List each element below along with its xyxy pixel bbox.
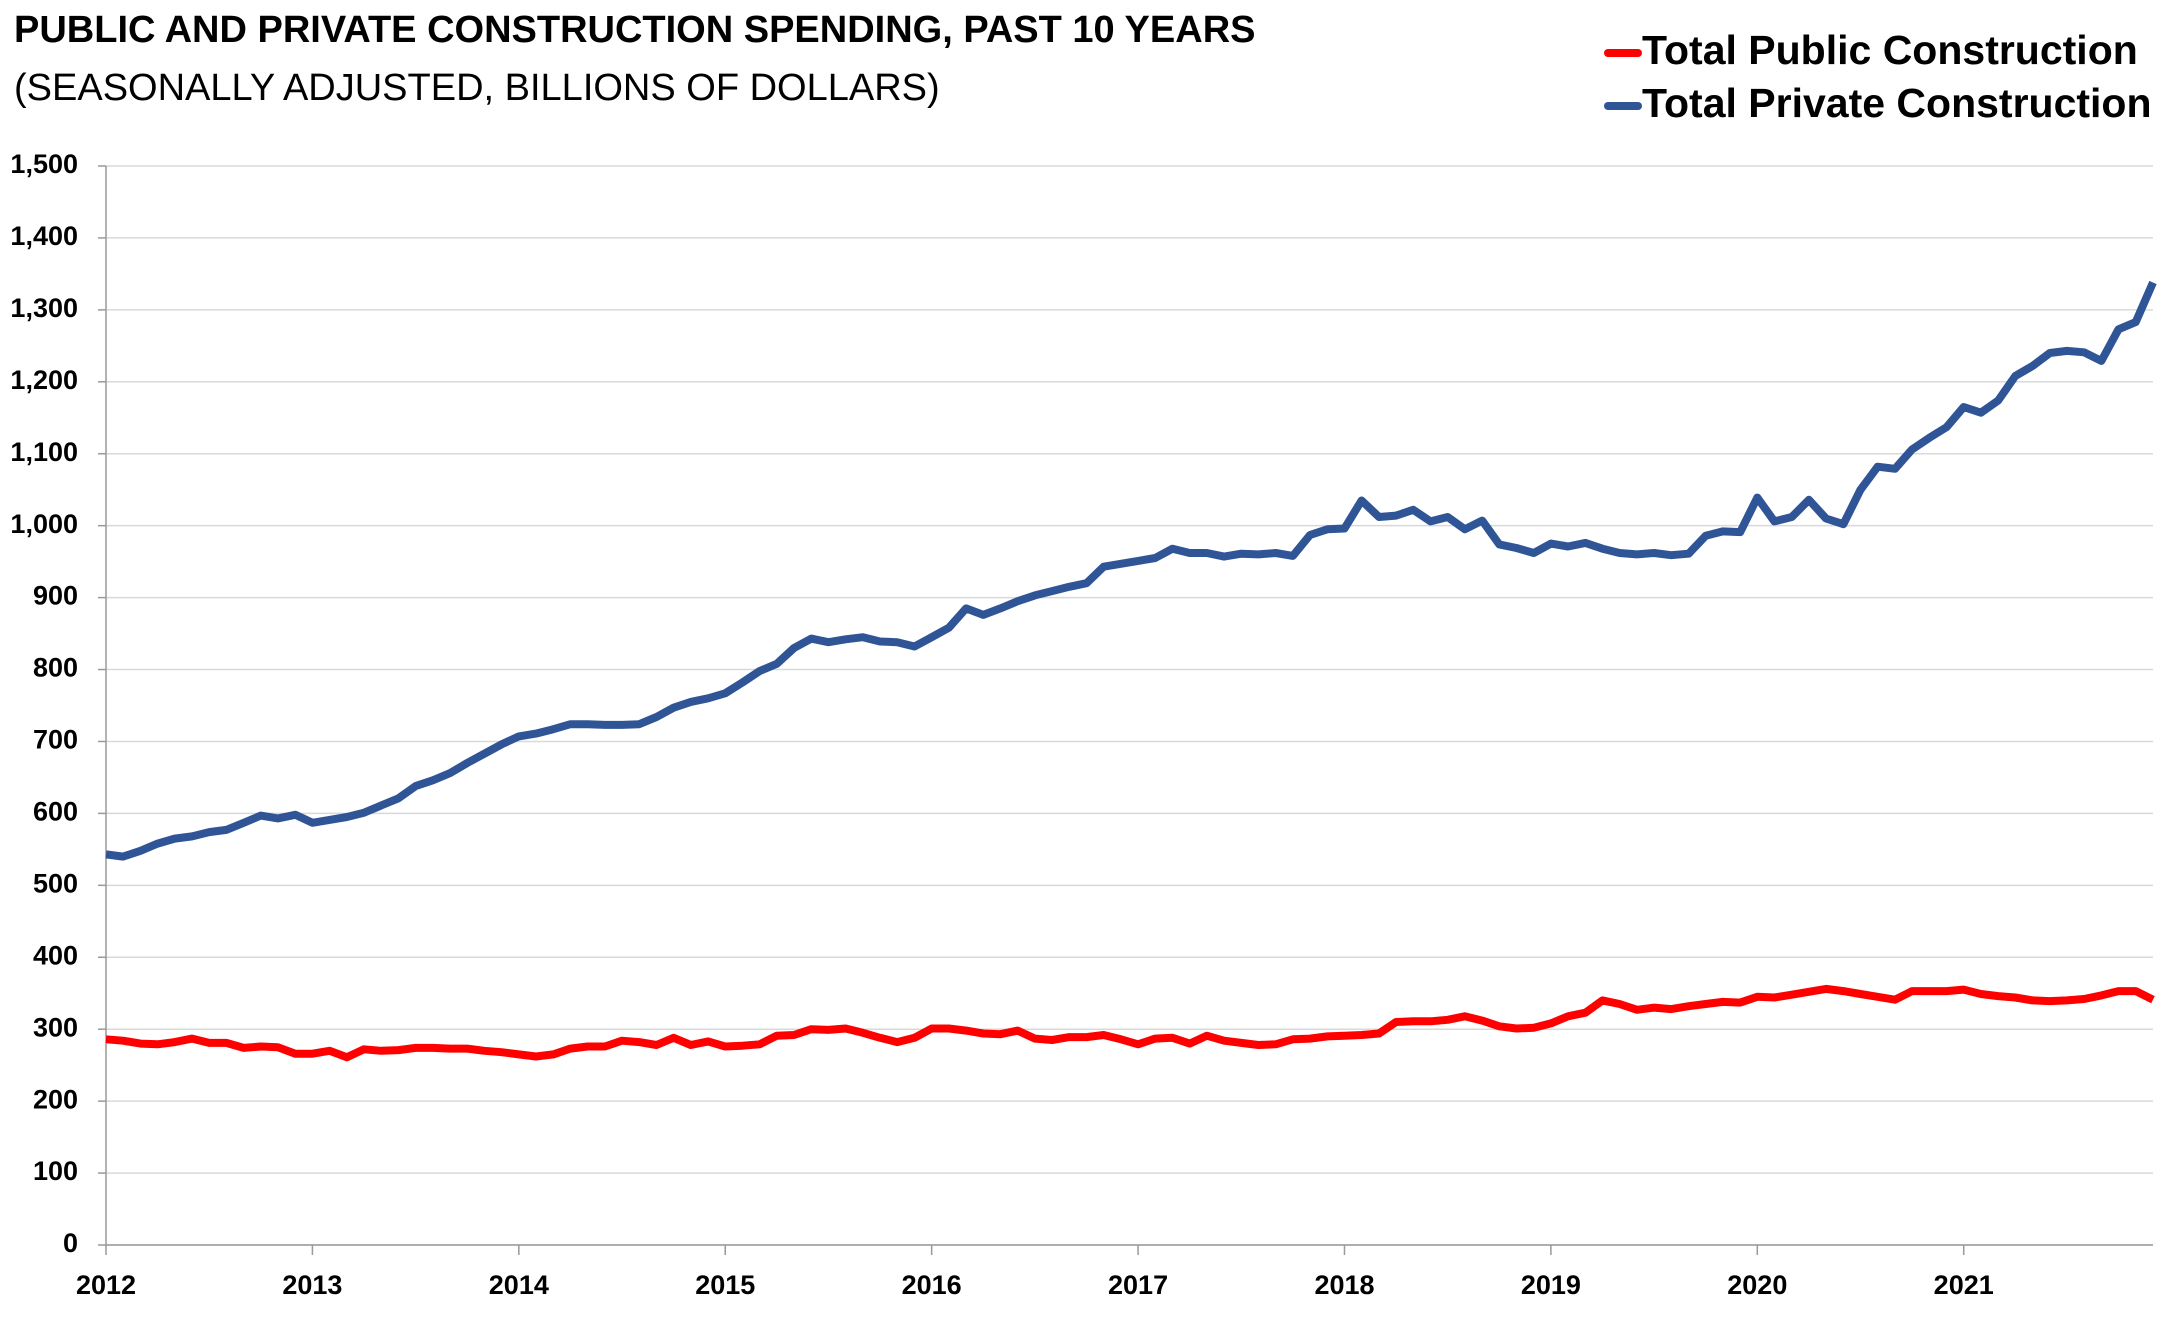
y-tick-label: 100 bbox=[33, 1156, 78, 1186]
y-tick-label: 0 bbox=[63, 1228, 78, 1258]
y-tick-label: 1,200 bbox=[10, 365, 78, 395]
y-tick-label: 1,300 bbox=[10, 293, 78, 323]
x-tick-label: 2017 bbox=[1108, 1270, 1168, 1300]
legend-label: Total Private Construction bbox=[1642, 80, 2152, 126]
y-tick-label: 1,500 bbox=[10, 149, 78, 179]
y-tick-label: 800 bbox=[33, 653, 78, 683]
series-line bbox=[105, 984, 2155, 1062]
x-tick-label: 2016 bbox=[902, 1270, 962, 1300]
legend-label: Total Public Construction bbox=[1642, 27, 2138, 73]
x-tick-label: 2018 bbox=[1314, 1270, 1374, 1300]
chart-title: PUBLIC AND PRIVATE CONSTRUCTION SPENDING… bbox=[14, 9, 1255, 51]
x-tick-label: 2020 bbox=[1727, 1270, 1787, 1300]
x-tick-label: 2014 bbox=[489, 1270, 549, 1300]
x-tick-label: 2012 bbox=[76, 1270, 136, 1300]
y-tick-label: 1,100 bbox=[10, 437, 78, 467]
y-tick-label: 1,400 bbox=[10, 221, 78, 251]
x-tick-label: 2019 bbox=[1521, 1270, 1581, 1300]
y-tick-label: 1,000 bbox=[10, 509, 78, 539]
y-tick-label: 500 bbox=[33, 868, 78, 898]
y-tick-label: 400 bbox=[33, 940, 78, 970]
y-tick-label: 700 bbox=[33, 725, 78, 755]
y-tick-label: 900 bbox=[33, 581, 78, 611]
x-tick-label: 2013 bbox=[282, 1270, 342, 1300]
series-line bbox=[105, 280, 2157, 861]
y-tick-label: 300 bbox=[33, 1012, 78, 1042]
chart-subtitle: (SEASONALLY ADJUSTED, BILLIONS OF DOLLAR… bbox=[14, 67, 940, 109]
x-tick-label: 2015 bbox=[695, 1270, 755, 1300]
x-tick-label: 2021 bbox=[1934, 1270, 1994, 1300]
y-tick-label: 200 bbox=[33, 1084, 78, 1114]
y-tick-label: 600 bbox=[33, 797, 78, 827]
